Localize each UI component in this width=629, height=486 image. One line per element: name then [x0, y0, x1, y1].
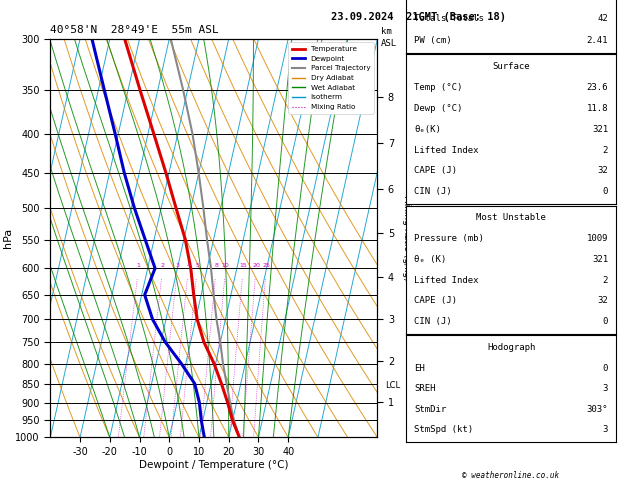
Y-axis label: Mixing Ratio (g/kg): Mixing Ratio (g/kg)	[402, 195, 411, 281]
Text: CIN (J): CIN (J)	[414, 187, 452, 196]
Text: 0: 0	[603, 364, 608, 373]
Text: 2.41: 2.41	[586, 35, 608, 45]
Text: Hodograph: Hodograph	[487, 343, 535, 352]
Text: 20: 20	[252, 263, 260, 268]
Text: 24: 24	[598, 0, 608, 1]
Text: CIN (J): CIN (J)	[414, 317, 452, 326]
Text: 10: 10	[222, 263, 230, 268]
Text: 0: 0	[603, 317, 608, 326]
Text: SREH: SREH	[414, 384, 436, 393]
Legend: Temperature, Dewpoint, Parcel Trajectory, Dry Adiabat, Wet Adiabat, Isotherm, Mi: Temperature, Dewpoint, Parcel Trajectory…	[288, 42, 374, 114]
Y-axis label: hPa: hPa	[3, 228, 13, 248]
Text: 3: 3	[603, 425, 608, 434]
Text: 2: 2	[160, 263, 165, 268]
Text: 5: 5	[195, 263, 199, 268]
Text: 3: 3	[603, 384, 608, 393]
Text: PW (cm): PW (cm)	[414, 35, 452, 45]
Text: StmDir: StmDir	[414, 405, 447, 414]
Text: θₑ (K): θₑ (K)	[414, 255, 447, 264]
Text: km: km	[381, 27, 391, 36]
Text: 303°: 303°	[586, 405, 608, 414]
Text: 2: 2	[603, 146, 608, 155]
Text: 8: 8	[214, 263, 218, 268]
Text: 2: 2	[603, 276, 608, 285]
Text: © weatheronline.co.uk: © weatheronline.co.uk	[462, 471, 559, 480]
Text: 321: 321	[592, 125, 608, 134]
Text: 25: 25	[262, 263, 270, 268]
Text: 40°58'N  28°49'E  55m ASL: 40°58'N 28°49'E 55m ASL	[50, 25, 219, 35]
Text: 23.09.2024  21GMT (Base: 18): 23.09.2024 21GMT (Base: 18)	[331, 12, 506, 22]
Text: EH: EH	[414, 364, 425, 373]
Text: 11.8: 11.8	[586, 104, 608, 113]
Text: 32: 32	[598, 296, 608, 305]
Text: 4: 4	[186, 263, 191, 268]
Text: θₑ(K): θₑ(K)	[414, 125, 441, 134]
X-axis label: Dewpoint / Temperature (°C): Dewpoint / Temperature (°C)	[139, 460, 289, 470]
Text: ASL: ASL	[381, 39, 397, 48]
Text: 32: 32	[598, 166, 608, 175]
Text: Pressure (mb): Pressure (mb)	[414, 234, 484, 243]
Text: 1009: 1009	[586, 234, 608, 243]
Text: Lifted Index: Lifted Index	[414, 276, 479, 285]
Text: 23.6: 23.6	[586, 83, 608, 92]
Text: 42: 42	[598, 14, 608, 23]
Text: 3: 3	[175, 263, 179, 268]
Text: 1: 1	[136, 263, 140, 268]
Text: Totals Totals: Totals Totals	[414, 14, 484, 23]
Text: 321: 321	[592, 255, 608, 264]
Text: 0: 0	[603, 187, 608, 196]
Text: CAPE (J): CAPE (J)	[414, 296, 457, 305]
Text: 15: 15	[239, 263, 247, 268]
Text: Lifted Index: Lifted Index	[414, 146, 479, 155]
Text: kt: kt	[442, 32, 452, 41]
Text: Temp (°C): Temp (°C)	[414, 83, 462, 92]
Text: Dewp (°C): Dewp (°C)	[414, 104, 462, 113]
Text: Most Unstable: Most Unstable	[476, 213, 546, 223]
Text: StmSpd (kt): StmSpd (kt)	[414, 425, 473, 434]
Text: Surface: Surface	[493, 62, 530, 71]
Text: LCL: LCL	[386, 381, 401, 390]
Text: CAPE (J): CAPE (J)	[414, 166, 457, 175]
Text: K: K	[414, 0, 420, 1]
